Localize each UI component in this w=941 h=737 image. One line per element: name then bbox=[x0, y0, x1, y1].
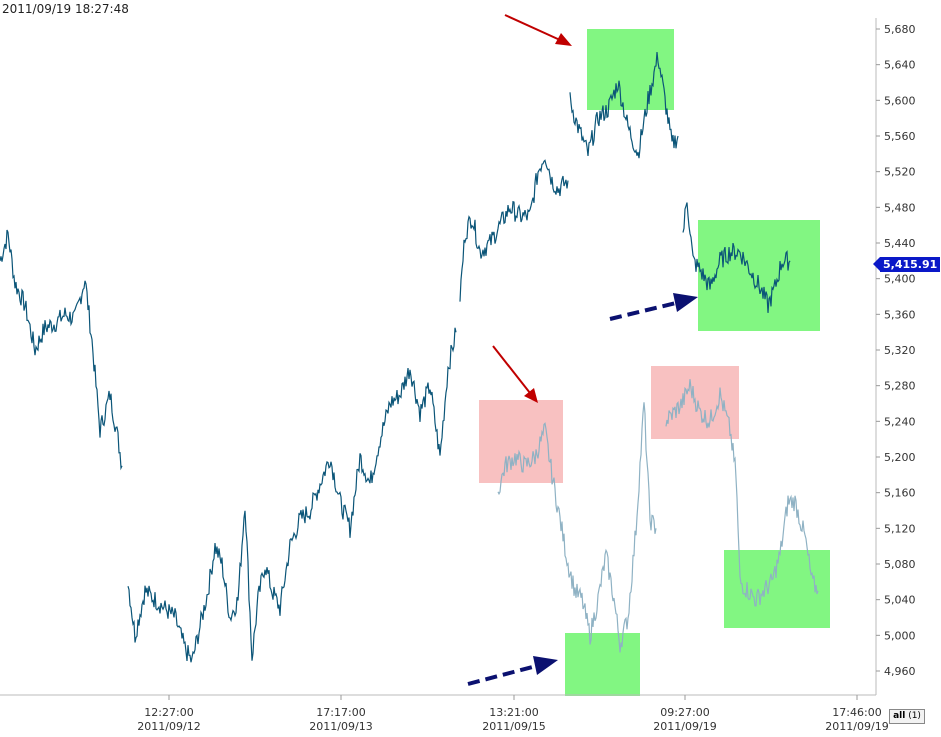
y-tick-label: 5,480 bbox=[884, 201, 916, 214]
y-tick-label: 5,560 bbox=[884, 130, 916, 143]
y-tick-label: 5,440 bbox=[884, 237, 916, 250]
price-series-line bbox=[569, 51, 679, 159]
blue-dashed-arrow-bottom bbox=[467, 656, 558, 686]
annotation-boxes bbox=[479, 29, 830, 696]
y-tick-label: 5,600 bbox=[884, 94, 916, 107]
all-button-label: all bbox=[893, 711, 906, 721]
price-lines bbox=[0, 51, 791, 663]
x-tick-date: 2011/09/12 bbox=[137, 720, 200, 733]
y-tick-label: 5,400 bbox=[884, 273, 916, 286]
y-tick-label: 5,320 bbox=[884, 344, 916, 357]
green-box-right bbox=[698, 220, 820, 331]
x-tick-date: 2011/09/19 bbox=[825, 720, 888, 733]
green-box-top bbox=[587, 29, 674, 110]
x-tick-time: 13:21:00 bbox=[489, 706, 538, 719]
faded-series-line bbox=[665, 379, 819, 607]
current-price-badge: 5,415.91 bbox=[872, 257, 941, 272]
y-tick-label: 5,640 bbox=[884, 59, 916, 72]
x-tick-date: 2011/09/13 bbox=[309, 720, 372, 733]
x-tick-time: 12:27:00 bbox=[144, 706, 193, 719]
red-arrow-middle bbox=[492, 345, 538, 403]
pink-box-left bbox=[479, 400, 563, 483]
price-series-line bbox=[459, 159, 569, 302]
chart-timestamp: 2011/09/19 18:27:48 bbox=[2, 2, 129, 16]
y-tick-label: 5,280 bbox=[884, 380, 916, 393]
y-axis-ticks: 5,680 5,640 5,600 5,560 5,520 5,480 5,440 5,400… bbox=[876, 23, 916, 678]
x-tick-date: 2011/09/19 bbox=[653, 720, 716, 733]
y-tick-label: 5,240 bbox=[884, 415, 916, 428]
y-tick-label: 5,160 bbox=[884, 487, 916, 500]
price-series-line bbox=[682, 202, 791, 313]
y-tick-label: 4,960 bbox=[884, 665, 916, 678]
all-button[interactable]: all (1) bbox=[889, 709, 925, 724]
x-tick-date: 2011/09/15 bbox=[482, 720, 545, 733]
y-tick-label: 5,080 bbox=[884, 558, 916, 571]
y-tick-label: 5,520 bbox=[884, 166, 916, 179]
green-box-bottom bbox=[565, 633, 640, 696]
y-tick-label: 5,360 bbox=[884, 308, 916, 321]
y-tick-label: 5,200 bbox=[884, 451, 916, 464]
x-tick-time: 17:46:00 bbox=[832, 706, 881, 719]
faded-price-lines bbox=[497, 379, 819, 653]
y-tick-label: 5,120 bbox=[884, 522, 916, 535]
y-tick-label: 5,040 bbox=[884, 594, 916, 607]
price-series-line bbox=[127, 327, 457, 663]
all-button-count: (1) bbox=[908, 711, 921, 721]
faded-series-line bbox=[497, 402, 657, 653]
y-tick-label: 5,680 bbox=[884, 23, 916, 36]
price-series-line bbox=[0, 229, 123, 471]
x-tick-time: 17:17:00 bbox=[316, 706, 365, 719]
red-arrow-top bbox=[504, 14, 572, 46]
blue-dashed-arrow-right bbox=[609, 293, 698, 321]
x-tick-time: 09:27:00 bbox=[660, 706, 709, 719]
y-tick-label: 5,000 bbox=[884, 629, 916, 642]
